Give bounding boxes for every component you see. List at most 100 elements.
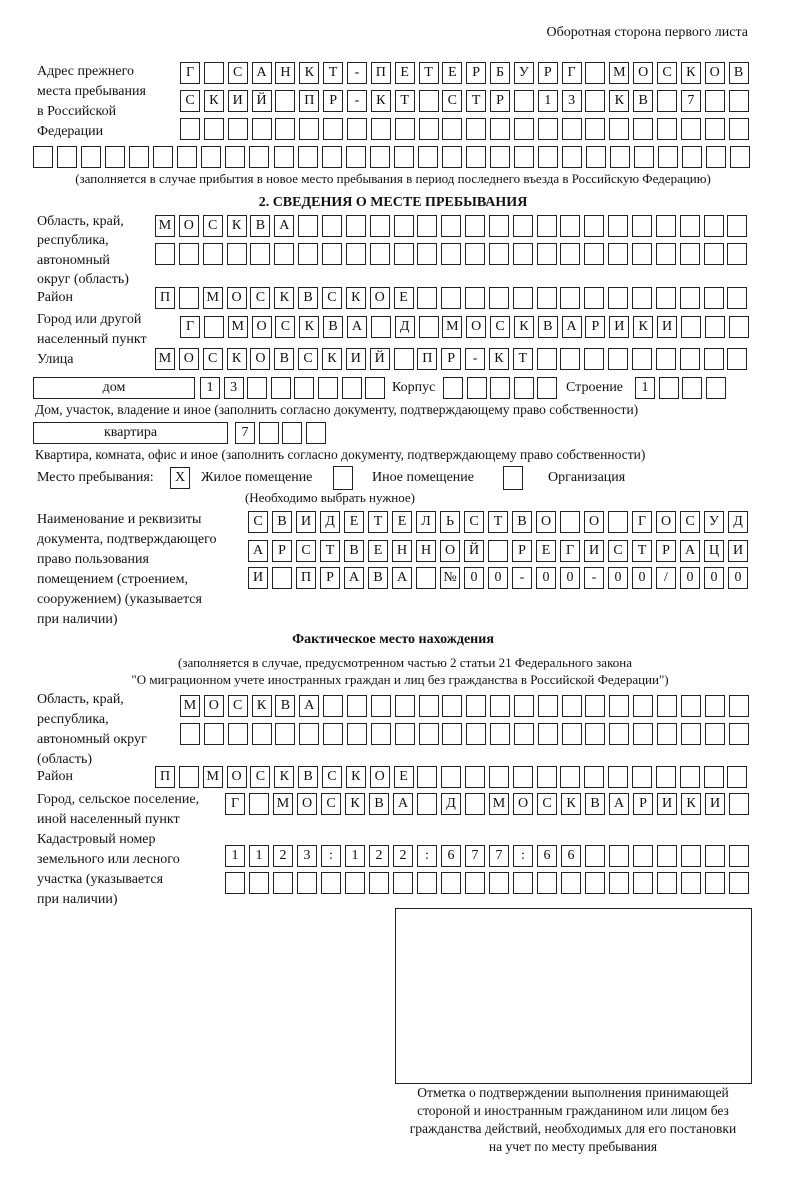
char-box[interactable] — [417, 766, 438, 788]
char-box[interactable]: К — [299, 62, 320, 84]
char-box[interactable] — [680, 695, 701, 717]
char-box[interactable] — [657, 723, 677, 745]
char-box[interactable] — [679, 287, 700, 309]
char-box[interactable] — [657, 872, 677, 894]
char-box[interactable] — [488, 215, 509, 237]
char-box[interactable] — [536, 348, 557, 370]
char-box[interactable]: К — [609, 90, 630, 112]
char-box[interactable]: И — [248, 567, 268, 589]
char-box[interactable]: П — [370, 62, 391, 84]
char-box[interactable]: 0 — [464, 567, 484, 589]
char-box[interactable] — [728, 723, 749, 745]
char-box[interactable]: - — [584, 567, 604, 589]
char-box[interactable]: 7 — [235, 422, 255, 444]
char-box[interactable] — [345, 215, 366, 237]
char-box[interactable]: Е — [393, 766, 414, 788]
char-box[interactable] — [394, 695, 415, 717]
char-box[interactable]: К — [203, 90, 224, 112]
char-box[interactable]: : — [417, 845, 437, 867]
char-box[interactable]: У — [513, 62, 534, 84]
char-box[interactable] — [466, 377, 487, 399]
char-box[interactable] — [418, 316, 439, 338]
char-box[interactable] — [490, 377, 511, 399]
char-box[interactable] — [537, 723, 558, 745]
char-box[interactable] — [513, 377, 534, 399]
char-box[interactable] — [512, 243, 533, 265]
char-box[interactable] — [346, 695, 367, 717]
char-box[interactable]: С — [227, 695, 248, 717]
char-box[interactable]: В — [633, 90, 654, 112]
char-box[interactable]: 2 — [393, 845, 413, 867]
char-box[interactable]: 1 — [225, 845, 245, 867]
char-box[interactable] — [705, 845, 725, 867]
char-box[interactable] — [203, 723, 224, 745]
char-box[interactable]: В — [585, 793, 605, 815]
char-box[interactable] — [441, 872, 461, 894]
char-box[interactable]: Е — [536, 540, 556, 562]
char-box[interactable] — [81, 146, 102, 168]
char-box[interactable] — [345, 146, 366, 168]
char-box[interactable]: О — [297, 793, 317, 815]
char-box[interactable] — [226, 243, 247, 265]
char-box[interactable]: С — [250, 766, 271, 788]
char-box[interactable] — [561, 118, 582, 140]
char-box[interactable]: В — [272, 511, 292, 533]
char-box[interactable] — [275, 723, 296, 745]
char-box[interactable] — [441, 146, 462, 168]
char-box[interactable] — [370, 316, 391, 338]
char-box[interactable] — [658, 146, 679, 168]
char-box[interactable] — [728, 695, 749, 717]
char-box[interactable] — [728, 90, 749, 112]
char-box[interactable]: А — [680, 540, 700, 562]
char-box[interactable]: Р — [441, 348, 462, 370]
char-box[interactable] — [250, 243, 271, 265]
char-box[interactable]: Т — [488, 511, 508, 533]
char-box[interactable] — [178, 287, 199, 309]
char-box[interactable]: С — [321, 287, 342, 309]
char-box[interactable] — [704, 723, 725, 745]
char-box[interactable] — [297, 146, 318, 168]
char-box[interactable]: С — [490, 316, 511, 338]
char-box[interactable]: К — [370, 90, 391, 112]
char-box[interactable]: М — [180, 695, 200, 717]
char-box[interactable] — [178, 243, 199, 265]
char-box[interactable] — [655, 766, 676, 788]
char-box[interactable] — [560, 287, 581, 309]
char-box[interactable]: 7 — [489, 845, 509, 867]
char-box[interactable]: В — [323, 316, 344, 338]
char-box[interactable] — [305, 422, 326, 444]
char-box[interactable] — [394, 118, 415, 140]
char-box[interactable]: С — [657, 62, 677, 84]
char-box[interactable] — [225, 146, 246, 168]
char-box[interactable] — [679, 215, 700, 237]
char-box[interactable] — [272, 567, 292, 589]
char-box[interactable]: Л — [416, 511, 436, 533]
char-box[interactable]: К — [226, 348, 247, 370]
char-box[interactable] — [227, 118, 248, 140]
char-box[interactable]: В — [512, 511, 532, 533]
char-box[interactable]: М — [442, 316, 463, 338]
char-box[interactable]: Р — [656, 540, 676, 562]
char-box[interactable]: С — [321, 766, 342, 788]
char-box[interactable]: А — [274, 215, 295, 237]
char-box[interactable]: Р — [320, 567, 340, 589]
char-box[interactable] — [345, 243, 366, 265]
char-box[interactable] — [490, 723, 511, 745]
char-box[interactable] — [442, 723, 463, 745]
char-box[interactable] — [321, 146, 342, 168]
char-box[interactable] — [417, 287, 438, 309]
char-box[interactable] — [441, 766, 462, 788]
char-box[interactable]: К — [226, 215, 247, 237]
char-box[interactable] — [129, 146, 150, 168]
char-box[interactable] — [537, 695, 558, 717]
char-box[interactable] — [513, 695, 534, 717]
char-box[interactable] — [393, 348, 414, 370]
char-box[interactable]: С — [296, 540, 316, 562]
char-box[interactable]: Т — [368, 511, 388, 533]
char-box[interactable] — [681, 872, 701, 894]
char-box[interactable] — [465, 243, 486, 265]
char-box[interactable] — [682, 377, 703, 399]
char-box[interactable] — [442, 695, 463, 717]
char-box[interactable]: С — [680, 511, 700, 533]
char-box[interactable]: Г — [180, 62, 200, 84]
